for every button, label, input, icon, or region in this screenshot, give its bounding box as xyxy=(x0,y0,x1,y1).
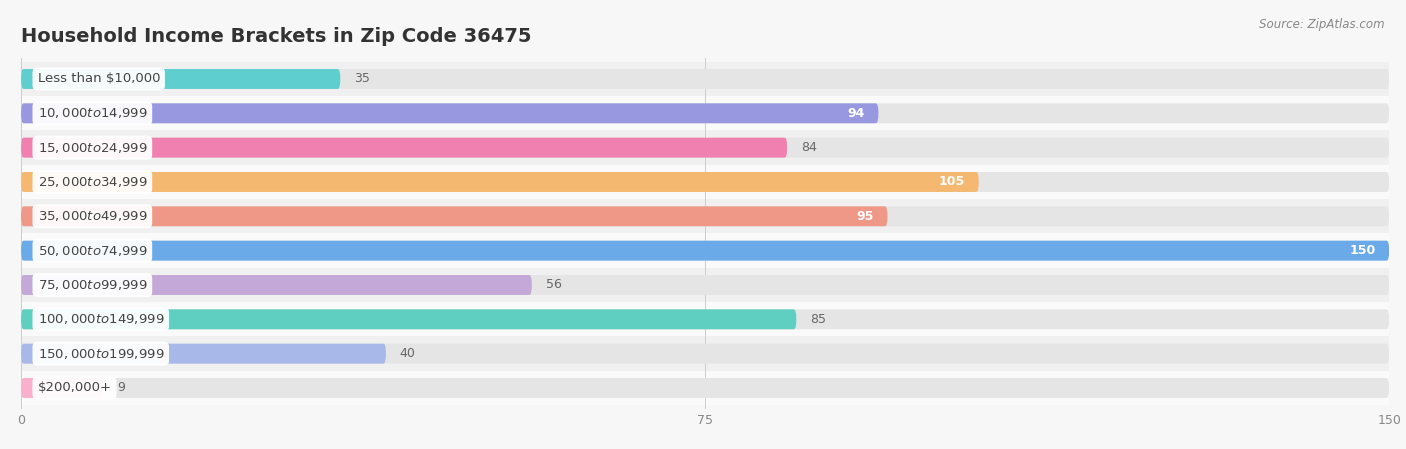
Text: 150: 150 xyxy=(1350,244,1375,257)
FancyBboxPatch shape xyxy=(21,343,385,364)
Bar xyxy=(21,62,1389,96)
Bar xyxy=(21,371,1389,405)
Text: $35,000 to $49,999: $35,000 to $49,999 xyxy=(38,209,148,223)
Text: Less than $10,000: Less than $10,000 xyxy=(38,72,160,85)
Text: $10,000 to $14,999: $10,000 to $14,999 xyxy=(38,106,148,120)
Bar xyxy=(21,268,1389,302)
Bar xyxy=(21,336,1389,371)
FancyBboxPatch shape xyxy=(21,378,1389,398)
FancyBboxPatch shape xyxy=(21,138,1389,158)
Text: 40: 40 xyxy=(399,347,415,360)
FancyBboxPatch shape xyxy=(21,275,531,295)
Text: 56: 56 xyxy=(546,278,561,291)
Bar xyxy=(21,302,1389,336)
FancyBboxPatch shape xyxy=(21,207,1389,226)
FancyBboxPatch shape xyxy=(21,309,796,329)
FancyBboxPatch shape xyxy=(21,241,1389,260)
FancyBboxPatch shape xyxy=(21,69,340,89)
Text: 9: 9 xyxy=(117,382,125,395)
Text: 35: 35 xyxy=(354,72,370,85)
FancyBboxPatch shape xyxy=(21,207,887,226)
FancyBboxPatch shape xyxy=(21,378,103,398)
Text: $75,000 to $99,999: $75,000 to $99,999 xyxy=(38,278,148,292)
Text: 84: 84 xyxy=(801,141,817,154)
Text: 95: 95 xyxy=(856,210,875,223)
Bar xyxy=(21,131,1389,165)
Bar xyxy=(21,233,1389,268)
FancyBboxPatch shape xyxy=(21,241,1389,260)
FancyBboxPatch shape xyxy=(21,138,787,158)
Bar xyxy=(21,199,1389,233)
Text: $100,000 to $149,999: $100,000 to $149,999 xyxy=(38,313,165,326)
Text: 105: 105 xyxy=(939,176,965,189)
Text: 94: 94 xyxy=(848,107,865,120)
FancyBboxPatch shape xyxy=(21,343,1389,364)
Text: $15,000 to $24,999: $15,000 to $24,999 xyxy=(38,141,148,154)
Bar xyxy=(21,165,1389,199)
Text: 85: 85 xyxy=(810,313,825,326)
FancyBboxPatch shape xyxy=(21,309,1389,329)
Text: $25,000 to $34,999: $25,000 to $34,999 xyxy=(38,175,148,189)
FancyBboxPatch shape xyxy=(21,172,979,192)
FancyBboxPatch shape xyxy=(21,103,879,123)
Text: Household Income Brackets in Zip Code 36475: Household Income Brackets in Zip Code 36… xyxy=(21,26,531,46)
Text: $200,000+: $200,000+ xyxy=(38,382,111,395)
Bar xyxy=(21,96,1389,131)
FancyBboxPatch shape xyxy=(21,69,1389,89)
FancyBboxPatch shape xyxy=(21,275,1389,295)
Text: $50,000 to $74,999: $50,000 to $74,999 xyxy=(38,244,148,258)
FancyBboxPatch shape xyxy=(21,103,1389,123)
Text: Source: ZipAtlas.com: Source: ZipAtlas.com xyxy=(1260,18,1385,31)
FancyBboxPatch shape xyxy=(21,172,1389,192)
Text: $150,000 to $199,999: $150,000 to $199,999 xyxy=(38,347,165,361)
